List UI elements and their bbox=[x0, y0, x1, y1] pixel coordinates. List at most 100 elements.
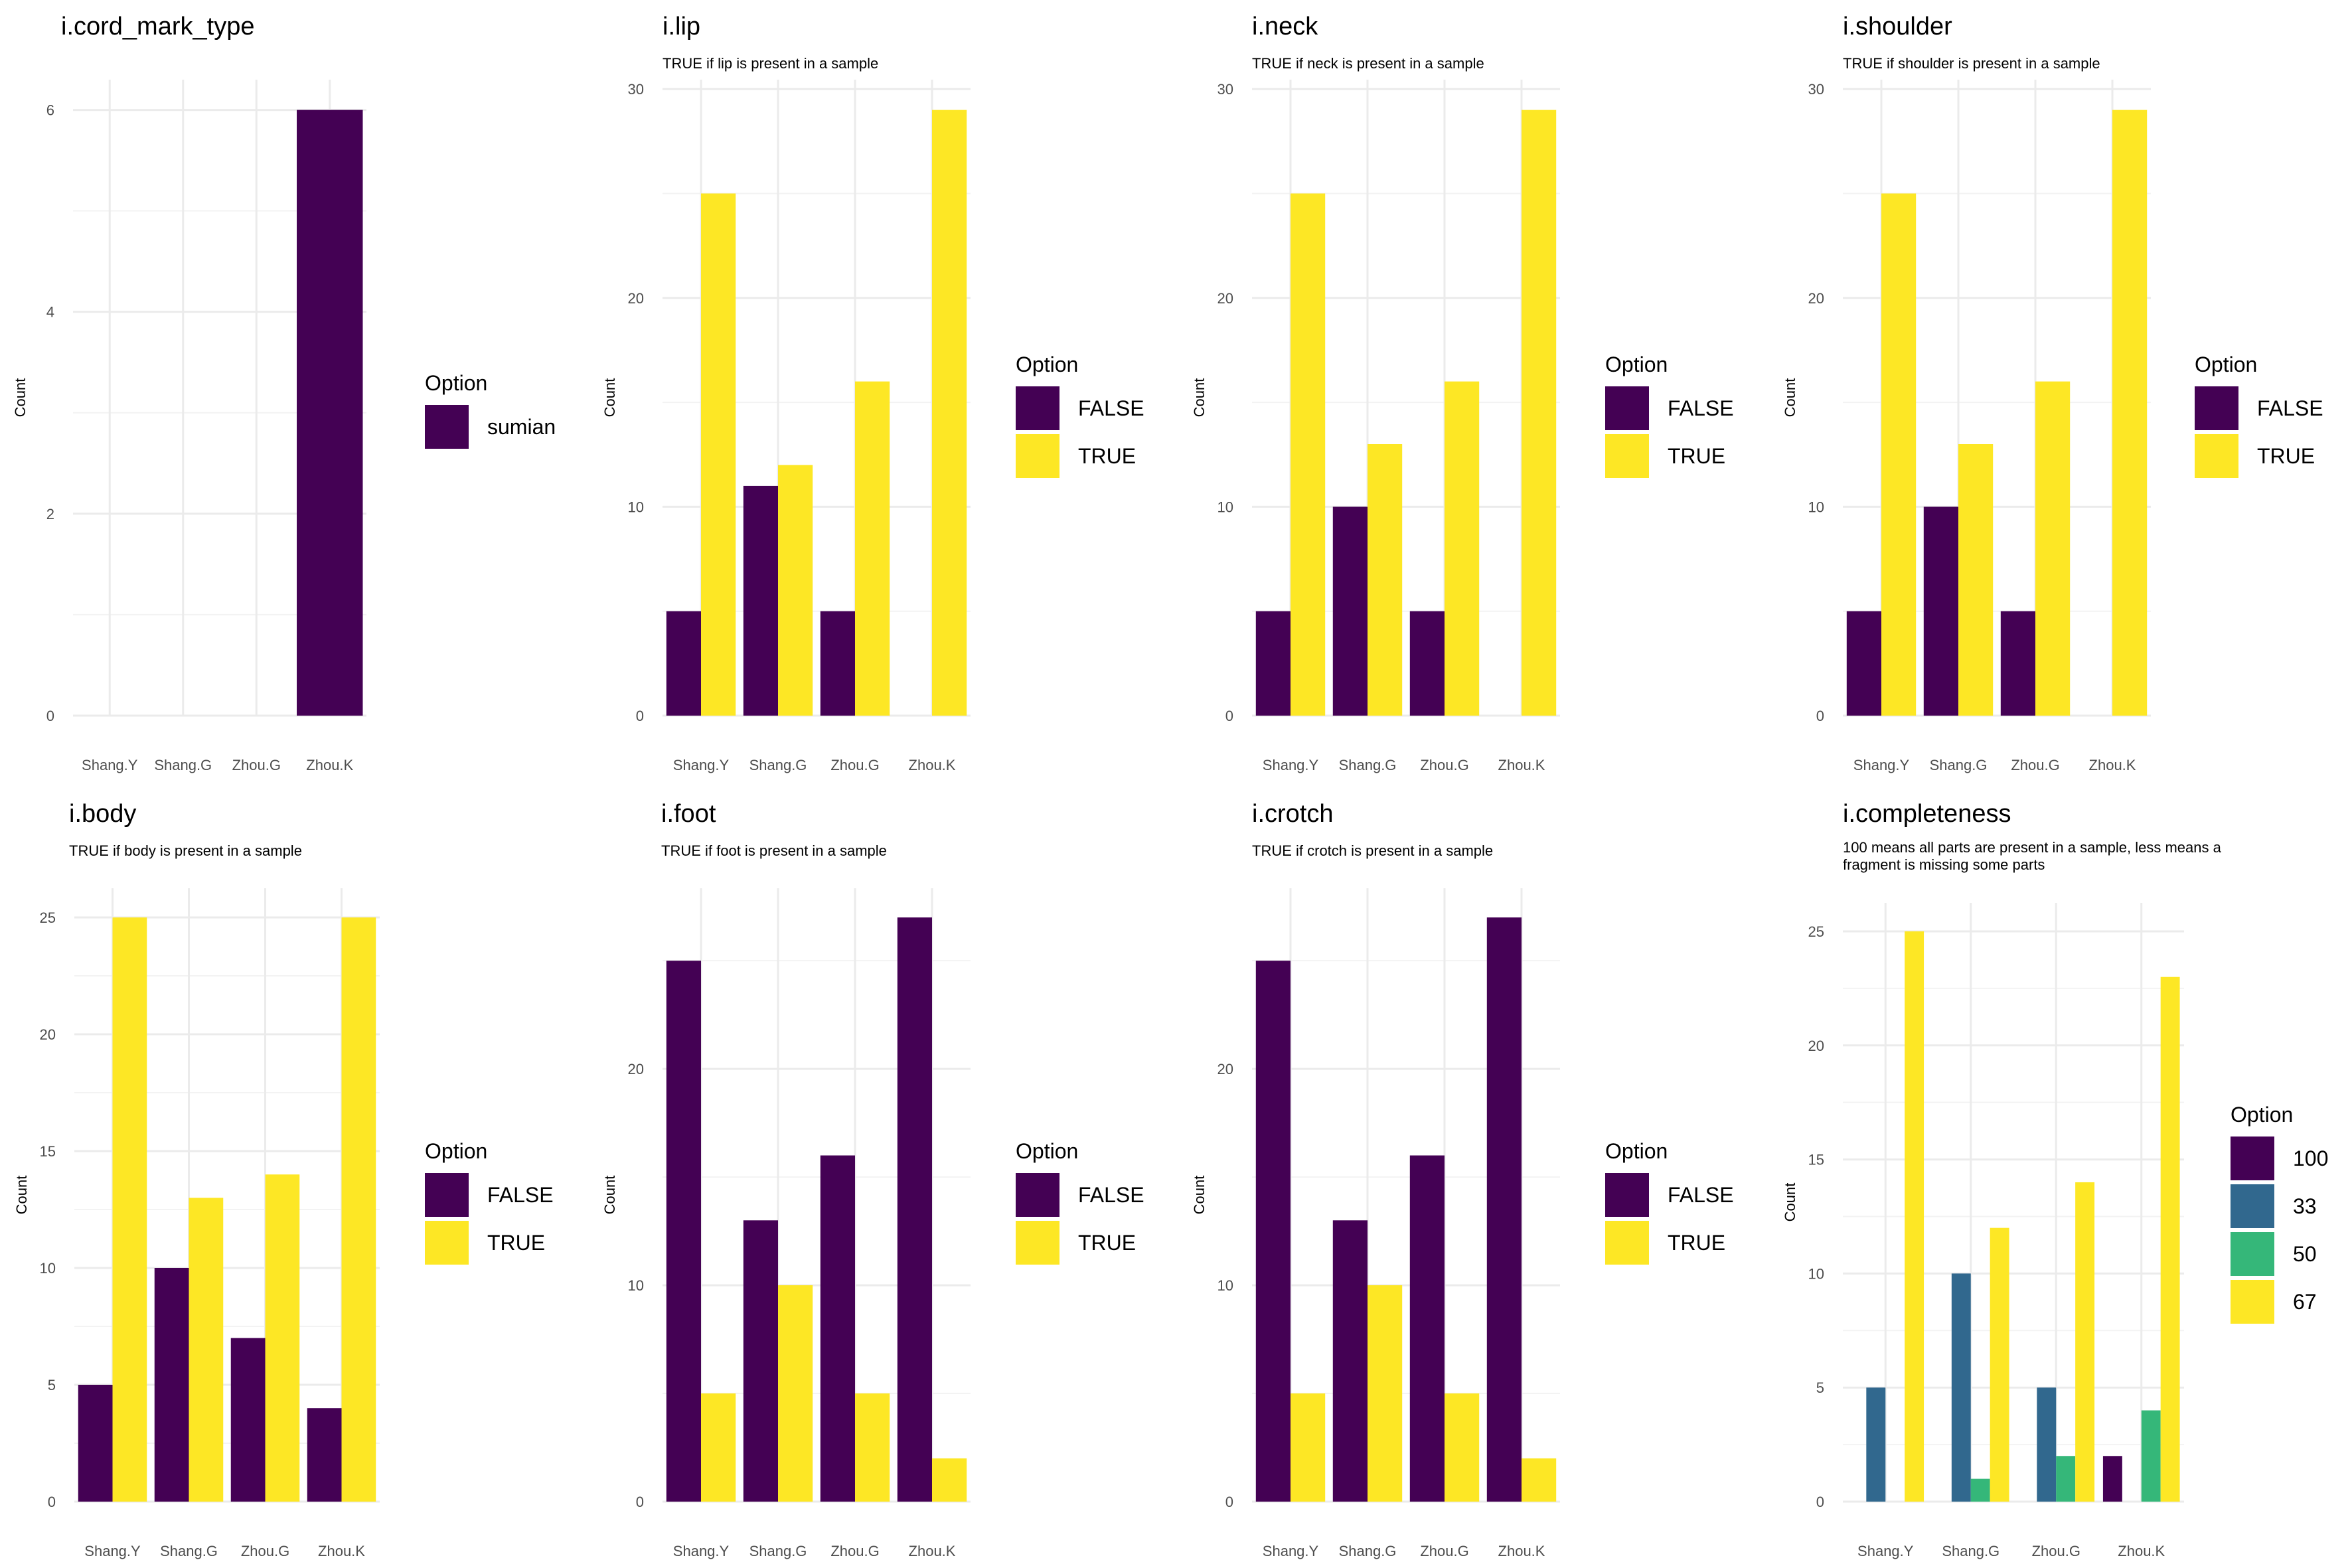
legend-title: Option bbox=[2231, 1103, 2293, 1127]
y-tick-label: 20 bbox=[1217, 1061, 1233, 1077]
bar-false-shang-g bbox=[1332, 507, 1368, 716]
y-tick-label: 0 bbox=[636, 708, 644, 724]
bar-true-zhou-g bbox=[1445, 1393, 1480, 1502]
y-tick-label: 30 bbox=[1217, 81, 1233, 98]
y-tick-label: 0 bbox=[1816, 1494, 1824, 1510]
bar-false-shang-g bbox=[1923, 507, 1958, 716]
bar-true-shang-g bbox=[189, 1198, 224, 1502]
bar-false-shang-y bbox=[1255, 611, 1291, 716]
x-tick-label: Shang.G bbox=[154, 757, 212, 773]
bar-false-zhou-g bbox=[820, 1155, 855, 1502]
legend-label: FALSE bbox=[487, 1183, 554, 1207]
x-tick-label: Shang.Y bbox=[1263, 1543, 1319, 1559]
bar-false-shang-g bbox=[743, 1220, 778, 1502]
chart-subtitle: TRUE if body is present in a sample bbox=[69, 842, 302, 859]
legend-key-true bbox=[1016, 1221, 1059, 1265]
x-tick-label: Shang.Y bbox=[673, 757, 730, 773]
legend-key-false bbox=[2195, 386, 2238, 430]
chart-subtitle: TRUE if crotch is present in a sample bbox=[1252, 842, 1493, 859]
legend-title: Option bbox=[1016, 1139, 1078, 1163]
legend-label: TRUE bbox=[1078, 1231, 1136, 1255]
y-tick-label: 0 bbox=[46, 708, 54, 724]
y-tick-label: 25 bbox=[1808, 923, 1824, 940]
x-tick-label: Zhou.G bbox=[232, 757, 281, 773]
bar-false-shang-g bbox=[743, 485, 778, 716]
y-tick-label: 15 bbox=[1808, 1152, 1824, 1168]
legend-label: FALSE bbox=[1078, 396, 1144, 420]
x-tick-label: Zhou.G bbox=[1420, 757, 1468, 773]
chart-title: i.body bbox=[69, 800, 136, 828]
bar-true-shang-y bbox=[701, 193, 736, 716]
bar-false-shang-g bbox=[1332, 1220, 1368, 1502]
legend-title: Option bbox=[1605, 353, 1668, 376]
bar-true-shang-g bbox=[1958, 444, 1994, 716]
x-tick-label: Shang.G bbox=[160, 1543, 218, 1559]
y-axis-label: Count bbox=[13, 1176, 30, 1215]
legend-label: TRUE bbox=[1078, 444, 1136, 468]
chart-panel-2: i.lip TRUE if lip is present in a sample 0… bbox=[601, 13, 1144, 773]
x-tick-label: Zhou.G bbox=[830, 1543, 879, 1559]
legend-label: TRUE bbox=[1668, 1231, 1725, 1255]
x-tick-label: Shang.Y bbox=[1857, 1543, 1914, 1559]
legend-key-true bbox=[1605, 434, 1649, 478]
bar-33-shang-g bbox=[1951, 1273, 1971, 1502]
y-tick-label: 20 bbox=[1217, 290, 1233, 307]
chart-subtitle-line: 100 means all parts are present in a sam… bbox=[1843, 839, 2222, 856]
bar-false-shang-y bbox=[78, 1385, 113, 1502]
y-axis-label: Count bbox=[1191, 378, 1208, 418]
x-tick-label: Zhou.G bbox=[2011, 757, 2059, 773]
legend-label: 100 bbox=[2293, 1146, 2328, 1170]
legend-key-sumian bbox=[425, 405, 469, 449]
bar-true-shang-y bbox=[701, 1393, 736, 1502]
bar-true-zhou-k bbox=[932, 1458, 967, 1502]
bar-true-zhou-g bbox=[1445, 381, 1480, 716]
bar-true-shang-g bbox=[778, 465, 813, 716]
chart-panel-5: i.body TRUE if body is present in a sampl… bbox=[13, 800, 554, 1559]
y-tick-label: 20 bbox=[1808, 290, 1824, 307]
y-tick-label: 0 bbox=[1225, 708, 1233, 724]
bar-100-zhou-k bbox=[2102, 1456, 2122, 1502]
y-tick-label: 0 bbox=[48, 1494, 56, 1510]
chart-title: i.shoulder bbox=[1843, 13, 1952, 40]
legend-key-100 bbox=[2231, 1137, 2274, 1180]
x-tick-label: Shang.Y bbox=[1853, 757, 1910, 773]
x-tick-label: Zhou.G bbox=[2032, 1543, 2080, 1559]
chart-title: i.cord_mark_type bbox=[61, 13, 254, 40]
x-tick-label: Zhou.K bbox=[1498, 757, 1545, 773]
legend-key-33 bbox=[2231, 1184, 2274, 1228]
x-tick-label: Shang.G bbox=[1930, 757, 1988, 773]
x-tick-label: Shang.G bbox=[1339, 1543, 1397, 1559]
x-tick-label: Zhou.K bbox=[2118, 1543, 2165, 1559]
legend-key-false bbox=[1605, 1173, 1649, 1217]
x-tick-label: Zhou.K bbox=[318, 1543, 365, 1559]
bar-sumian-zhou-k bbox=[297, 110, 363, 716]
bar-true-shang-g bbox=[778, 1285, 813, 1502]
chart-title: i.neck bbox=[1252, 13, 1318, 40]
bar-true-shang-g bbox=[1368, 1285, 1403, 1502]
y-tick-label: 10 bbox=[1808, 1265, 1824, 1282]
x-tick-label: Zhou.G bbox=[1420, 1543, 1468, 1559]
y-tick-label: 10 bbox=[1808, 499, 1824, 515]
legend-title: Option bbox=[1605, 1139, 1668, 1163]
bar-true-zhou-g bbox=[855, 1393, 890, 1502]
x-tick-label: Zhou.G bbox=[241, 1543, 289, 1559]
bar-true-shang-y bbox=[1881, 193, 1917, 716]
bar-true-zhou-k bbox=[932, 110, 967, 716]
bar-true-shang-y bbox=[1291, 1393, 1326, 1502]
bar-false-zhou-g bbox=[1409, 611, 1445, 716]
y-tick-label: 10 bbox=[1217, 499, 1233, 515]
legend-key-true bbox=[1605, 1221, 1649, 1265]
y-tick-label: 30 bbox=[1808, 81, 1824, 98]
x-tick-label: Shang.Y bbox=[1263, 757, 1319, 773]
chart-title: i.lip bbox=[663, 13, 700, 40]
y-tick-label: 15 bbox=[40, 1143, 56, 1160]
y-axis-label: Count bbox=[1782, 378, 1798, 418]
legend-key-false bbox=[425, 1173, 469, 1217]
y-tick-label: 20 bbox=[1808, 1038, 1824, 1054]
bar-true-shang-g bbox=[1368, 444, 1403, 716]
